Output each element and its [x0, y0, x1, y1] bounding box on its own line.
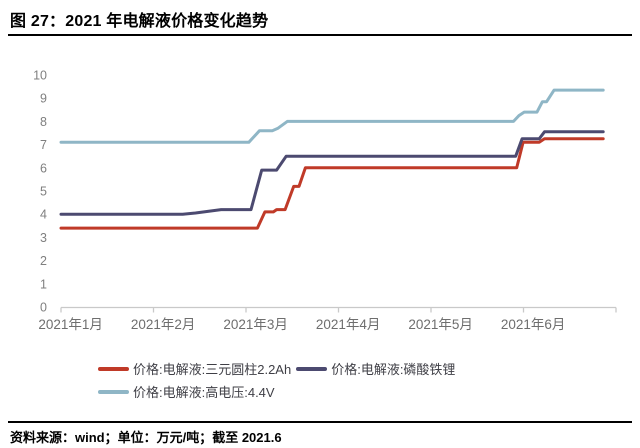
- source-note: 资料来源：wind；单位：万元/吨；截至 2021.6: [10, 430, 282, 445]
- y-tick-label: 4: [40, 208, 47, 222]
- legend-item-1: 价格:电解液:磷酸铁锂: [296, 359, 455, 378]
- x-tick-label: 2021年2月: [131, 317, 196, 332]
- x-tick-label: 2021年5月: [408, 317, 473, 332]
- title-divider: [8, 34, 632, 36]
- x-axis: [60, 306, 617, 313]
- series-line-0: [59, 137, 605, 230]
- x-tick-label: 2021年6月: [501, 317, 566, 332]
- chart-legend: 价格:电解液:三元圆柱2.2Ah 价格:电解液:磷酸铁锂 价格:电解液:高电压:4…: [98, 357, 455, 403]
- y-tick-label: 10: [33, 69, 47, 83]
- legend-swatch-2: [98, 389, 129, 394]
- legend-row-2: 价格:电解液:高电压:4.4V: [98, 380, 455, 403]
- x-tick-label: 2021年1月: [38, 317, 103, 332]
- y-tick-label: 3: [40, 231, 47, 245]
- y-tick-label: 2: [40, 254, 47, 268]
- y-tick-label: 8: [40, 115, 47, 129]
- legend-label-0: 价格:电解液:三元圆柱2.2Ah: [133, 362, 292, 377]
- legend-label-2: 价格:电解液:高电压:4.4V: [133, 385, 275, 400]
- y-tick-label: 5: [40, 185, 47, 199]
- series-line-1: [59, 130, 605, 216]
- footer-divider: [8, 421, 632, 423]
- y-tick-label: 7: [40, 138, 47, 152]
- legend-swatch-1: [296, 366, 328, 371]
- y-tick-label: 0: [40, 301, 47, 315]
- legend-item-0: 价格:电解液:三元圆柱2.2Ah: [98, 359, 291, 378]
- series-line-2: [59, 88, 605, 144]
- y-tick-label: 6: [40, 161, 47, 175]
- x-tick-label: 2021年4月: [316, 317, 381, 332]
- y-tick-label: 1: [40, 277, 47, 291]
- figure-title: 图 27：2021 年电解液价格变化趋势: [10, 13, 269, 30]
- x-tick-label: 2021年3月: [223, 317, 288, 332]
- legend-label-1: 价格:电解液:磷酸铁锂: [331, 362, 456, 377]
- price-line-chart: 0 1 2 3 4 5 6 7 8 9 10 2021年1月 2021年2月 2021年3月 2021年4…: [33, 69, 617, 332]
- legend-item-2: 价格:电解液:高电压:4.4V: [98, 382, 275, 401]
- legend-row-1: 价格:电解液:三元圆柱2.2Ah 价格:电解液:磷酸铁锂: [98, 357, 455, 380]
- series-lines: [59, 88, 605, 230]
- x-axis-labels: 2021年1月 2021年2月 2021年3月 2021年4月 2021年5月 2021年…: [38, 317, 565, 332]
- y-axis-labels: 0 1 2 3 4 5 6 7 8 9 10: [33, 69, 47, 315]
- legend-swatch-0: [98, 366, 129, 371]
- y-tick-label: 9: [40, 92, 47, 106]
